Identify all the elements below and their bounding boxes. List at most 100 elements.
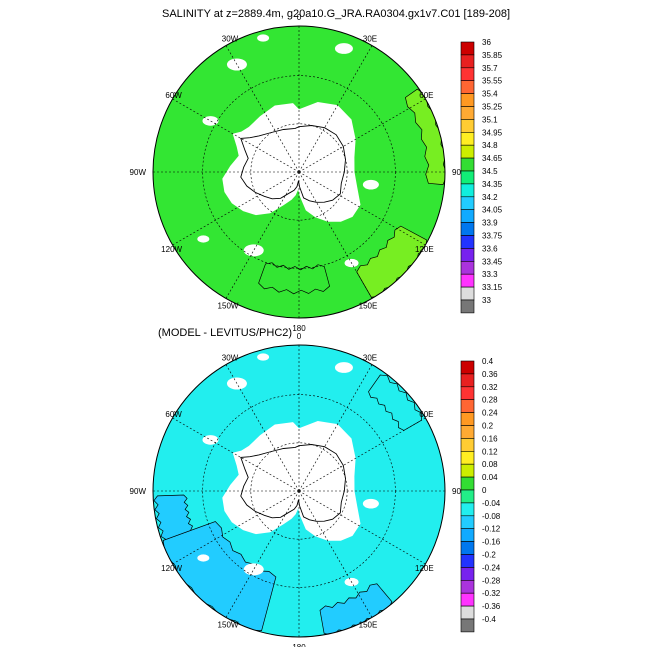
colorbar-tick-label: 35.85 [482,51,503,60]
colorbar-tick-label: 0.16 [482,434,498,443]
colorbar-tick-label: 0.24 [482,409,498,418]
colorbar-tick-label: 35.4 [482,90,498,99]
missing-data-patch [334,362,353,373]
meridian-line [172,490,300,565]
colorbar-swatch [460,476,475,491]
colorbar-tick-label: 34.95 [482,128,503,137]
colorbar-swatch [460,183,475,198]
meridian-line [298,45,373,173]
colorbar-swatch [460,286,475,301]
colorbar-swatch [460,618,475,633]
colorbar-swatch [460,170,475,185]
meridian-line [298,490,426,565]
colorbar-tick-label: -0.16 [482,538,501,547]
lon-label: 120E [415,245,434,254]
colorbar-tick-label: 35.55 [482,77,503,86]
missing-data-patch [362,498,379,509]
lon-label: 150W [218,620,239,629]
colorbar-tick-label: 0.04 [482,473,498,482]
colorbar-swatch [460,554,475,568]
field-area [153,26,445,318]
top-panel-title: SALINITY at z=2889.4m, g20a10.G_JRA.RA03… [162,8,511,20]
meridian-line [225,171,300,299]
field-area [153,345,445,637]
meridian-line [298,98,426,173]
antarctica-coastline [240,444,346,522]
colorbar-swatch [460,209,475,223]
colorbar-tick-label: 34.05 [482,206,503,215]
colorbar-swatch [460,605,475,620]
colorbar-swatch [460,502,475,517]
colorbar-tick-label: 33.45 [482,257,503,266]
colorbar-tick-label: 0.32 [482,383,498,392]
meridian-line [172,171,300,246]
colorbar-tick-label: 0.12 [482,447,498,456]
colorbar-tick-label: 35.25 [482,103,503,112]
colorbar-swatch [460,463,475,478]
lon-label: 30W [222,354,239,363]
colorbar-tick-label: 0.36 [482,370,498,379]
meridian-line [172,417,300,492]
map-panel-2: 0 30E 60E 90E 120E 150E 180 150W 120W 90W 60W 30W 0.… [130,332,501,647]
missing-data-patch [197,554,210,562]
colorbar-swatch [460,425,475,439]
colorbar-tick-label: 36 [482,38,491,47]
colorbar-swatch [460,515,475,529]
colorbar-swatch [460,489,475,504]
colorbar-swatch [460,273,475,288]
colorbar-swatch [460,248,475,262]
colorbar-swatch [460,132,475,146]
colorbar-tick-label: -0.12 [482,525,501,534]
colorbar-tick-label: 0.4 [482,357,494,366]
colorbar-swatch [460,235,475,249]
colorbar-swatch [460,54,475,69]
colorbar-tick-label: -0.36 [482,602,501,611]
colorbar-tick-label: -0.2 [482,551,496,560]
lon-label: 30E [363,354,377,363]
missing-data-patch [257,353,270,361]
lon-label: 120W [161,564,182,573]
colorbar-tick-label: 33.9 [482,219,498,228]
lon-label: 150E [359,620,378,629]
colorbar-swatch [460,399,475,413]
lon-label: 90W [130,168,147,177]
colorbar-tick-label: 33.3 [482,270,498,279]
lon-label: 0 [297,13,302,22]
lon-label: 120W [161,245,182,254]
colorbar-swatch [460,106,475,120]
colorbar-tick-label: 33.15 [482,283,503,292]
missing-data-patch [197,235,210,243]
meridian-line [298,490,373,618]
lon-label: 30E [363,35,377,44]
colorbar-tick-label: 33.6 [482,244,498,253]
lon-label: 90E [452,168,466,177]
colorbar-tick-label: 33 [482,296,491,305]
colorbar-swatch [460,386,475,400]
colorbar-tick-label: -0.4 [482,615,496,624]
lon-label: 90W [130,487,147,496]
lon-label: 30W [222,35,239,44]
map-panel-1: 0 30E 60E 90E 120E 150E 180 150W 120W 90W 60W 30W 36… [130,13,503,333]
meridian-line [298,417,426,492]
lon-label: 150E [359,301,378,310]
antarctica-coastline [240,125,346,203]
colorbar-swatch [460,41,475,56]
colorbar-swatch [460,299,475,314]
colorbar-tick-label: 34.8 [482,141,498,150]
colorbar-swatch [460,438,475,452]
lon-label: 150W [218,301,239,310]
colorbar-swatch [460,567,475,581]
colorbar-tick-label: 35.7 [482,64,498,73]
colorbar-tick-label: 34.5 [482,167,498,176]
colorbar-tick-label: -0.28 [482,576,501,585]
missing-data-patch [243,563,264,576]
contour-region [153,494,193,540]
colorbar-tick-label: 34.35 [482,180,503,189]
missing-data-patch [257,34,270,42]
map-border [152,25,446,319]
colorbar-swatch [460,450,475,465]
colorbar-tick-label: 0 [482,486,487,495]
map-border [152,344,446,638]
lon-label: 120E [415,564,434,573]
missing-data-patch [334,43,353,54]
